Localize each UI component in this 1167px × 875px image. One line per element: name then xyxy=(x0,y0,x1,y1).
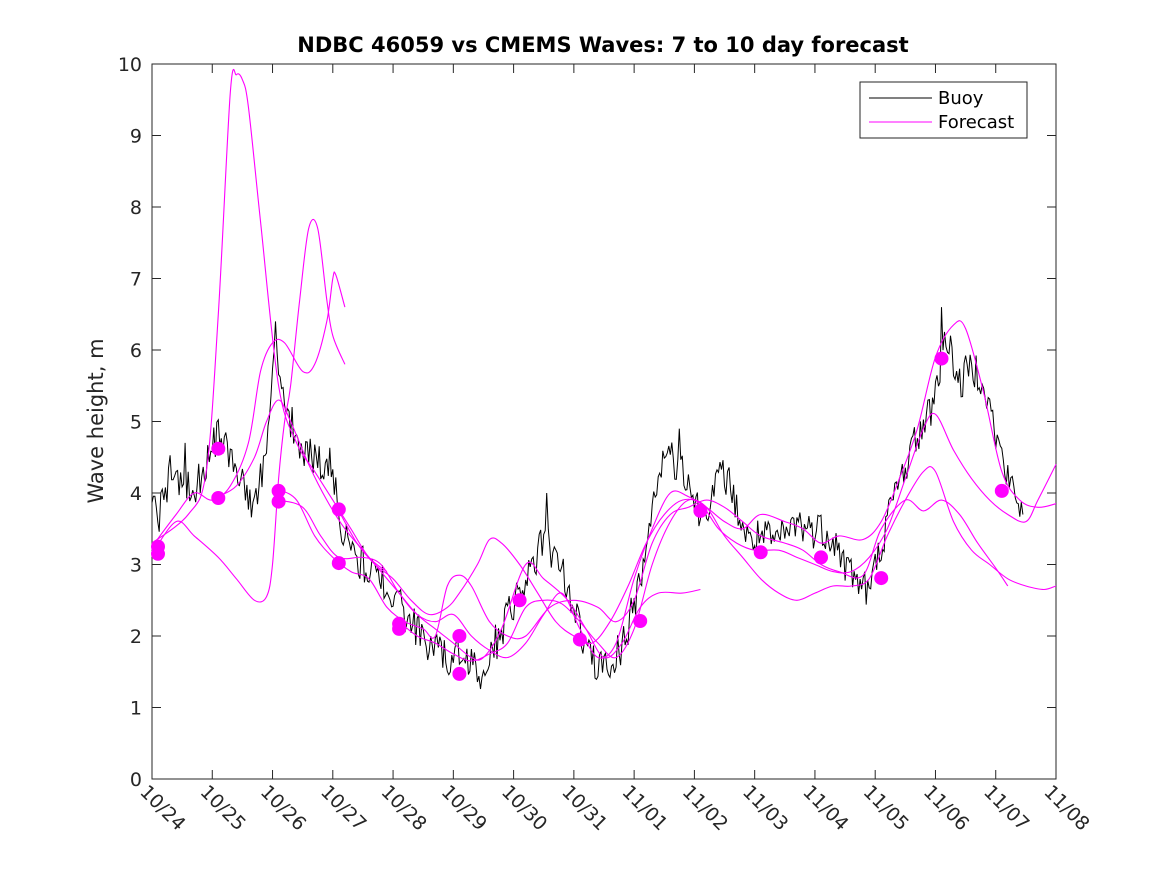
y-tick-label: 9 xyxy=(130,126,142,148)
forecast-marker xyxy=(512,593,527,608)
x-tick-label: 10/30 xyxy=(497,781,551,835)
x-tick-label: 11/05 xyxy=(859,781,913,835)
plot-area xyxy=(151,63,1057,780)
y-tick-label: 4 xyxy=(130,483,142,505)
x-tick-label: 10/29 xyxy=(437,781,491,835)
y-tick-label: 7 xyxy=(130,269,142,291)
forecast-series-line-8 xyxy=(398,466,1057,662)
forecast-marker xyxy=(211,441,226,456)
forecast-marker xyxy=(151,546,165,561)
forecast-marker xyxy=(633,614,648,628)
forecast-marker xyxy=(994,483,1009,498)
y-tick-label: 6 xyxy=(130,340,142,362)
forecast-marker xyxy=(331,556,346,571)
forecast-marker xyxy=(271,483,286,498)
x-tick-label: 11/06 xyxy=(919,781,973,835)
forecast-marker xyxy=(874,571,889,586)
legend-buoy-label: Buoy xyxy=(938,88,984,109)
y-tick-label: 1 xyxy=(130,698,142,720)
forecast-marker xyxy=(934,351,949,366)
x-tick-label: 10/27 xyxy=(316,781,370,835)
legend-forecast-label: Forecast xyxy=(938,112,1014,133)
x-tick-label: 10/26 xyxy=(256,781,310,835)
x-tick-label: 11/02 xyxy=(678,781,732,835)
legend-box xyxy=(859,81,1028,139)
x-tick-label: 11/04 xyxy=(798,781,852,835)
x-tick-label: 10/31 xyxy=(557,781,611,835)
chart-title: NDBC 46059 vs CMEMS Waves: 7 to 10 day f… xyxy=(297,33,908,57)
x-tick-label: 11/01 xyxy=(618,781,672,835)
forecast-series-line-3 xyxy=(151,218,346,603)
forecast-series-line-2 xyxy=(151,271,346,547)
legend: Buoy Forecast xyxy=(859,81,1028,139)
x-tick-label: 11/07 xyxy=(979,781,1033,835)
x-tick-label: 10/25 xyxy=(196,781,250,835)
x-tick-label: 10/24 xyxy=(135,781,189,835)
forecast-marker xyxy=(572,632,587,647)
forecast-marker xyxy=(392,621,407,636)
forecast-marker xyxy=(211,491,226,505)
y-tick-label: 2 xyxy=(130,626,142,648)
x-tick-label: 11/08 xyxy=(1039,781,1093,835)
forecast-marker xyxy=(452,666,467,681)
y-axis-label: Wave height, m xyxy=(84,338,108,503)
y-tick-label: 5 xyxy=(130,412,142,434)
y-tick-label: 3 xyxy=(130,555,142,577)
forecast-marker xyxy=(271,494,286,509)
forecast-marker xyxy=(814,550,828,565)
y-axis: 0 1 2 3 4 5 6 7 8 9 10 xyxy=(118,54,1056,791)
forecast-series-line-4 xyxy=(218,399,701,661)
y-tick-label: 8 xyxy=(130,197,142,219)
x-tick-label: 11/03 xyxy=(738,781,792,835)
forecast-marker xyxy=(693,503,708,518)
forecast-marker xyxy=(753,545,768,560)
y-tick-label: 10 xyxy=(118,54,142,76)
y-tick-label: 0 xyxy=(130,769,142,791)
forecast-series-line-1 xyxy=(151,68,388,573)
forecast-marker xyxy=(452,629,467,643)
x-tick-label: 10/28 xyxy=(377,781,431,835)
marker-layer xyxy=(151,351,1009,681)
forecast-marker xyxy=(331,502,346,517)
